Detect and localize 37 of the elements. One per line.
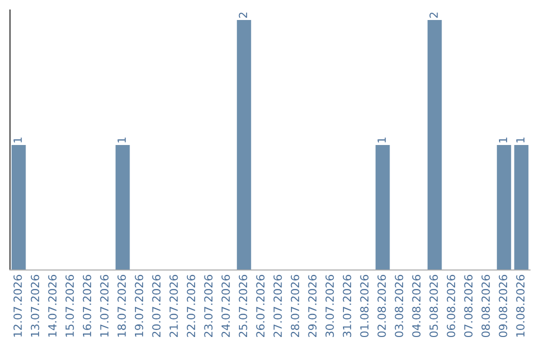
x-tick-label: 03.08.2026 (394, 274, 404, 338)
x-tick-label: 06.08.2026 (446, 274, 456, 338)
x-tick-label: 12.07.2026 (13, 274, 22, 337)
x-tick-label: 01.08.2026 (360, 274, 369, 338)
x-tick-label: 27.07.2026 (273, 274, 282, 337)
data-label: 1 (378, 138, 386, 142)
x-tick-label: 05.08.2026 (429, 274, 438, 338)
data-label: 2 (238, 12, 248, 18)
x-tick-label: 02.08.2026 (377, 274, 386, 338)
data-label: 1 (14, 138, 22, 142)
x-tick-label: 13.07.2026 (30, 274, 40, 337)
x-tick-label: 22.07.2026 (186, 274, 196, 337)
x-tick-label: 21.07.2026 (169, 274, 178, 337)
x-tick-label: 20.07.2026 (152, 274, 161, 337)
x-tick-label: 09.08.2026 (498, 274, 508, 338)
x-tick-label: 07.08.2026 (464, 274, 473, 338)
x-tick-label: 23.07.2026 (204, 274, 213, 337)
x-tick-label: 25.07.2026 (238, 274, 248, 337)
x-tick-label: 29.07.2026 (308, 274, 317, 337)
x-tick-label: 08.08.2026 (481, 274, 490, 338)
data-label: 1 (118, 138, 126, 142)
x-tick-label: 24.07.2026 (221, 274, 230, 337)
x-tick-label: 14.07.2026 (48, 274, 57, 337)
x-tick-label: 04.08.2026 (412, 274, 421, 338)
data-label: 1 (498, 138, 508, 142)
x-tick-label: 19.07.2026 (134, 274, 144, 337)
x-tick-label: 16.07.2026 (82, 274, 92, 337)
x-tick-label: 31.07.2026 (342, 274, 352, 337)
data-label: 2 (429, 12, 438, 18)
x-tick-label: 30.07.2026 (325, 274, 334, 337)
x-tick-label: 28.07.2026 (290, 274, 300, 337)
x-tick-label: 17.07.2026 (100, 274, 109, 337)
x-tick-label: 26.07.2026 (256, 274, 265, 337)
x-tick-label: 15.07.2026 (65, 274, 74, 337)
x-tick-label: 18.07.2026 (117, 274, 126, 337)
x-tick-label: 10.08.2026 (516, 274, 525, 337)
data-label: 1 (516, 138, 524, 142)
